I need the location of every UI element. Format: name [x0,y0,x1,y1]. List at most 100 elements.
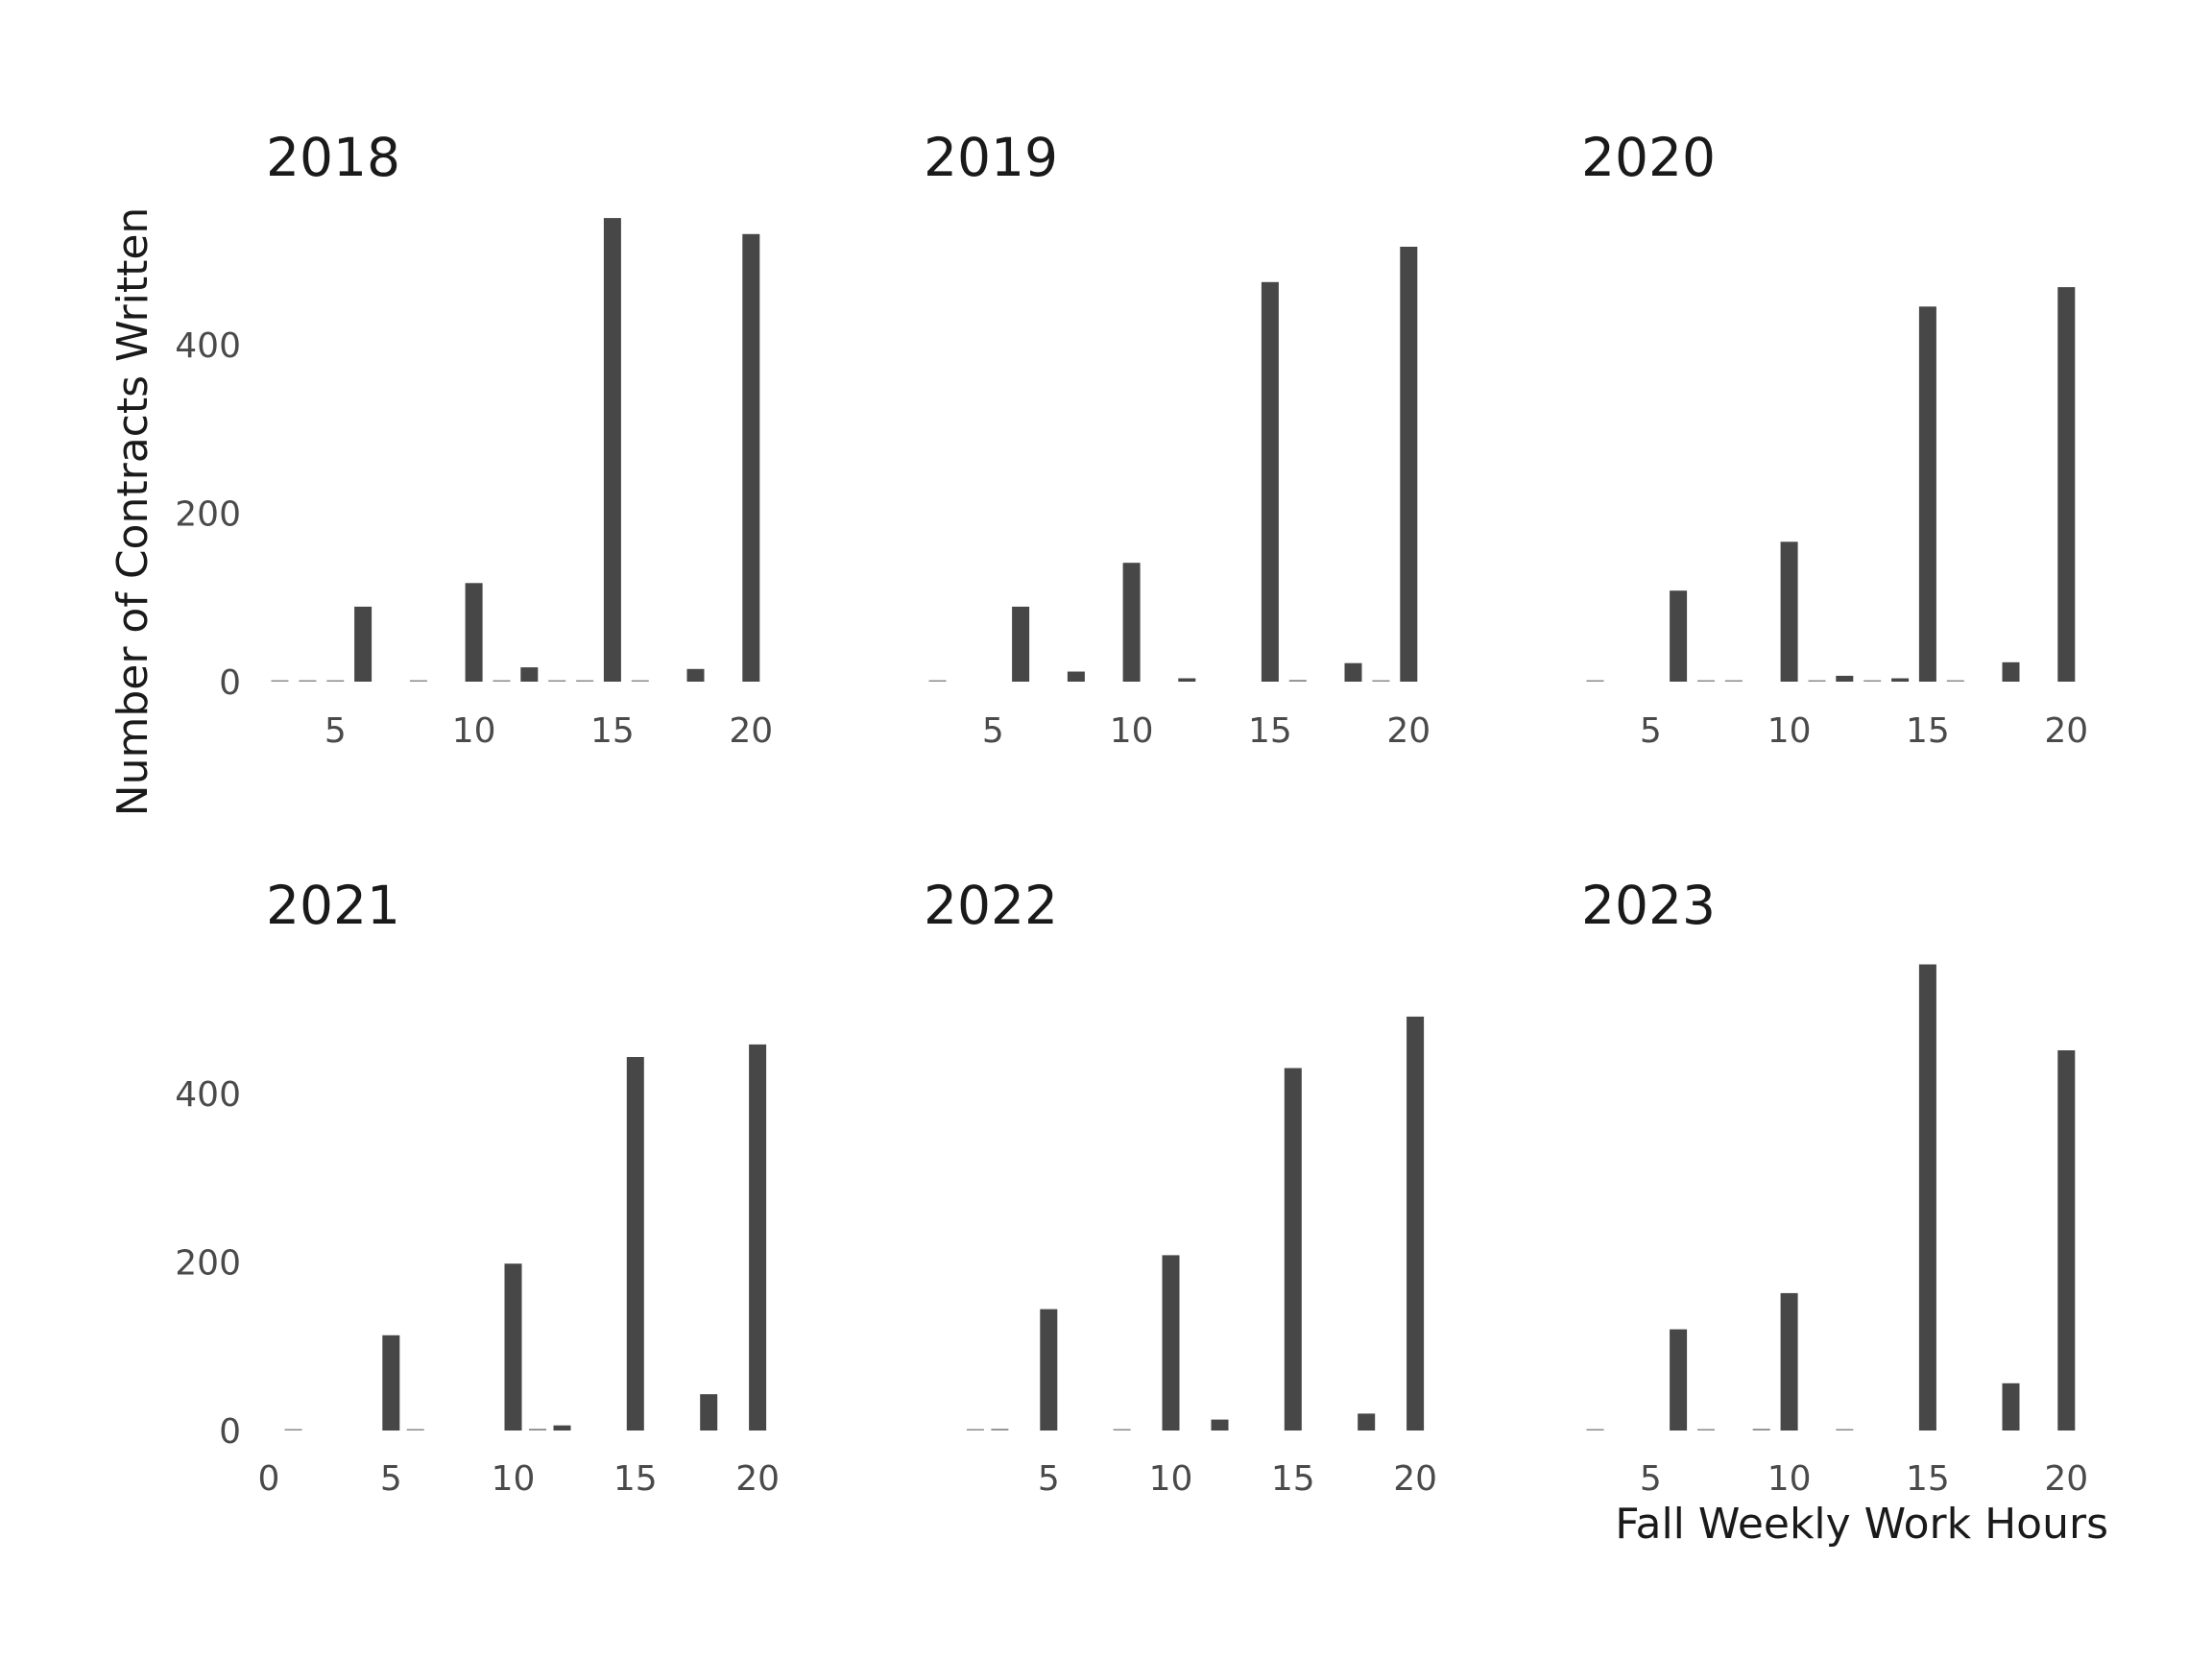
bar [1724,680,1743,682]
bar [548,680,566,682]
bar [1344,662,1362,682]
bar [700,1394,718,1431]
x-tick-label: 20 [735,1459,780,1499]
bar [749,1044,767,1431]
bar [271,680,289,682]
x-tick-label: 5 [325,711,347,751]
x-tick-label: 15 [1906,711,1950,751]
bar [504,1263,522,1431]
y-tick-label: 200 [175,494,241,534]
bar [1836,675,1854,682]
x-tick-label: 15 [1906,1459,1950,1499]
facet-panel-2019: 2019 5 10 15 20 [924,127,1431,751]
x-tick-label: 15 [1248,711,1292,751]
x-tick-label: 5 [982,711,1004,751]
x-tick-label: 15 [613,1459,658,1499]
x-tick-label: 10 [1149,1459,1193,1499]
x-tick-label: 15 [590,711,635,751]
x-tick-label: 10 [1110,711,1154,751]
bar [493,680,511,682]
bar [299,680,317,682]
bar [1162,1255,1180,1431]
x-tick-label: 20 [1393,1459,1437,1499]
bar [1040,1309,1058,1431]
facet-panel-2022: 2022 5 10 15 20 [924,875,1437,1499]
bar [1358,1413,1376,1431]
bar [1284,1068,1302,1431]
facet-panel-2023: 2023 5 10 15 20 [1581,875,2088,1499]
bar [1178,678,1196,682]
y-tick-label: 400 [175,326,241,366]
bar [686,668,705,682]
bar [1400,247,1418,682]
bar [1113,1429,1131,1431]
x-axis-title: Fall Weekly Work Hours [1615,1500,2108,1549]
bar [1670,590,1688,682]
bar [1122,563,1141,682]
bar [626,1057,644,1431]
x-tick-label: 10 [452,711,496,751]
bar [1670,1329,1688,1431]
y-axis-title: Number of Contracts Written [108,207,157,817]
y-tick-label: 0 [219,1412,241,1452]
facet-title: 2019 [924,127,1058,188]
x-tick-label: 5 [1640,711,1662,751]
y-tick-label: 200 [175,1243,241,1283]
bar [631,680,649,682]
bar [1918,306,1936,682]
bar [1780,541,1798,682]
bar [966,1429,984,1431]
bar [2057,287,2076,682]
x-tick-label: 20 [2044,1459,2088,1499]
x-tick-label: 5 [1640,1459,1662,1499]
bar [1808,680,1826,682]
facet-panel-2020: 2020 5 10 15 20 [1581,127,2088,751]
bar [576,680,594,682]
x-tick-label: 0 [258,1459,280,1499]
x-tick-label: 10 [1767,1459,1812,1499]
y-tick-label: 0 [219,663,241,703]
bar [529,1429,546,1431]
facet-title: 2022 [924,875,1058,936]
x-tick-label: 5 [1038,1459,1060,1499]
bar [1586,1429,1604,1431]
bar [520,667,539,682]
bar [1697,680,1715,682]
facet-title: 2020 [1581,127,1716,188]
bar [603,218,621,682]
bar [1372,680,1390,682]
x-tick-label: 5 [380,1459,402,1499]
x-tick-label: 15 [1271,1459,1315,1499]
x-tick-label: 20 [729,711,773,751]
bar [1752,1429,1770,1431]
facet-title: 2018 [266,127,400,188]
facet-title: 2023 [1581,875,1716,936]
bar [409,680,427,682]
bar [1918,964,1936,1431]
bar [1863,680,1882,682]
y-tick-label: 400 [175,1075,241,1115]
bar [284,1429,302,1431]
bar [928,680,947,682]
x-tick-label: 10 [1767,711,1812,751]
bar [742,233,760,683]
bar [1211,1419,1229,1431]
bar [2057,1050,2076,1431]
bar [553,1425,571,1431]
bar [1288,680,1307,682]
x-tick-label: 20 [1386,711,1431,751]
x-tick-label: 20 [2044,711,2088,751]
bar [1891,678,1910,682]
bar [1586,680,1604,682]
bar [1697,1429,1715,1431]
bar [2002,661,2020,682]
bar [382,1334,400,1431]
bar [1067,671,1085,682]
bar [991,1429,1009,1431]
bar [1836,1429,1854,1431]
bar [1012,606,1030,682]
bar [1407,1016,1425,1431]
x-tick-label: 10 [492,1459,536,1499]
